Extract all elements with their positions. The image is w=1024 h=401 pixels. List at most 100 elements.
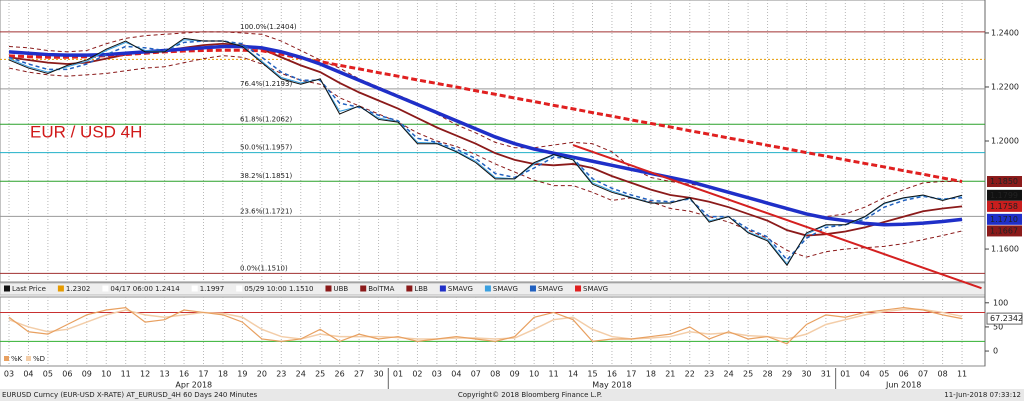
month-label: May 2018 — [592, 381, 631, 390]
x-tick-label: 08 — [490, 370, 500, 379]
legend-entry-swatch — [57, 285, 64, 292]
x-tick-label: 14 — [568, 370, 578, 379]
fib-label: 61.8%(1.2062) — [240, 115, 292, 123]
x-tick-label: 10 — [101, 370, 111, 379]
sto-legend-swatch — [4, 356, 9, 361]
sto-value-label: 67.2342 — [990, 314, 1023, 323]
legend-entry: SMAVG — [493, 285, 518, 293]
x-tick-label: 04 — [860, 370, 870, 379]
x-tick-label: 01 — [393, 370, 403, 379]
series-line — [8, 48, 963, 183]
series-line — [8, 37, 963, 267]
footer-left: EURUSD Curncy (EUR-USD X-RATE) AT_EURUSD… — [2, 391, 257, 399]
x-tick-label: 11 — [549, 370, 559, 379]
legend-entry-swatch — [575, 285, 582, 292]
legend-entry-swatch — [191, 285, 198, 292]
x-tick-label: 11 — [121, 370, 131, 379]
value-box-label: 1.1667 — [990, 226, 1018, 235]
sto-legend-entry: %D — [33, 355, 45, 363]
x-tick-label: 21 — [665, 370, 675, 379]
legend-entry: UBB — [333, 285, 348, 293]
x-tick-label: 13 — [160, 370, 170, 379]
month-label: Apr 2018 — [175, 381, 212, 390]
sto-tick-label: 50 — [993, 322, 1003, 331]
x-tick-label: 22 — [685, 370, 695, 379]
x-tick-label: 04 — [451, 370, 461, 379]
fib-label: 0.0%(1.1510) — [240, 264, 288, 272]
series-line — [8, 40, 963, 261]
x-tick-label: 06 — [899, 370, 909, 379]
sto-legend-entry: %K — [11, 355, 23, 363]
legend-entry: Last Price — [12, 285, 46, 293]
fib-label: 50.0%(1.1957) — [240, 144, 292, 152]
x-tick-label: 01 — [840, 370, 850, 379]
legend-entry: SMAVG — [448, 285, 473, 293]
x-tick-label: 10 — [529, 370, 539, 379]
x-tick-label: 05 — [43, 370, 53, 379]
overlay: 100.0%(1.2404) 76.4%(1.2193) 61.8%(1.2062)… — [240, 23, 982, 290]
x-tick-label: 12 — [140, 370, 150, 379]
legend-entry: 1.2302 — [66, 285, 91, 293]
x-tick-label: 30 — [801, 370, 811, 379]
x-tick-label: 06 — [62, 370, 72, 379]
x-tick-label: 11 — [957, 370, 967, 379]
sto-tick-label: 0 — [993, 347, 998, 356]
stochastic-plot — [0, 306, 985, 345]
x-tick-label: 28 — [762, 370, 772, 379]
legend-entry: SMAVG — [583, 285, 608, 293]
x-tick-label: 30 — [373, 370, 383, 379]
legend-entry-swatch — [484, 285, 491, 292]
x-tick-label: 15 — [587, 370, 597, 379]
x-tick-label: 20 — [257, 370, 267, 379]
sto-value-box — [986, 312, 1023, 325]
legend-entry: 04/17 06:00 1.2414 — [110, 285, 180, 293]
series-line — [8, 55, 963, 258]
x-tick-label: 09 — [82, 370, 92, 379]
x-tick-label: 03 — [432, 370, 442, 379]
legend-entry-swatch — [102, 285, 109, 292]
chart-title: EUR / USD 4H — [30, 122, 142, 141]
legend-entry-swatch — [325, 285, 332, 292]
x-tick-label: 17 — [198, 370, 208, 379]
x-tick-label: 29 — [782, 370, 792, 379]
legend-entry: 1.1997 — [200, 285, 225, 293]
x-tick-label: 23 — [276, 370, 286, 379]
x-tick-label: 16 — [179, 370, 189, 379]
trendline — [572, 144, 982, 290]
x-tick-label: 19 — [237, 370, 247, 379]
x-tick-label: 05 — [879, 370, 889, 379]
x-tick-label: 24 — [724, 370, 734, 379]
sto-tick-label: 100 — [993, 298, 1008, 307]
x-tick-label: 17 — [626, 370, 636, 379]
fib-label: 100.0%(1.2404) — [240, 23, 297, 31]
legend-entry: 05/29 10:00 1.1510 — [244, 285, 313, 293]
sto-line — [8, 308, 963, 340]
sto-legend-swatch — [26, 356, 31, 361]
x-tick-label: 25 — [315, 370, 325, 379]
footer-right: 11-Jun-2018 07:33:12 — [944, 391, 1021, 399]
x-tick-label: 16 — [607, 370, 617, 379]
value-box-label: 1.1758 — [990, 202, 1018, 211]
x-tick-label: 08 — [938, 370, 948, 379]
legend-entry-swatch — [439, 285, 446, 292]
x-tick-label: 07 — [918, 370, 928, 379]
value-box — [987, 189, 1022, 201]
main-plot — [0, 31, 985, 274]
fib-label: 38.2%(1.1851) — [240, 172, 292, 180]
x-tick-label: 03 — [4, 370, 14, 379]
x-tick-label: 23 — [704, 370, 714, 379]
x-tick-label: 24 — [296, 370, 306, 379]
x-tick-label: 18 — [646, 370, 656, 379]
sto-line — [8, 306, 963, 345]
x-tick-label: 25 — [743, 370, 753, 379]
fib-label: 76.4%(1.2193) — [240, 80, 292, 88]
value-box-label: 1.1799 — [990, 191, 1018, 200]
value-box-label: 1.1710 — [990, 215, 1018, 224]
y-tick-label: 1.2400 — [991, 28, 1019, 37]
x-tick-label: 26 — [335, 370, 345, 379]
legend-entry-swatch — [4, 285, 10, 292]
month-label: Jun 2018 — [885, 381, 921, 390]
value-box-label: 1.1850 — [990, 177, 1018, 186]
x-tick-label: 31 — [821, 370, 831, 379]
